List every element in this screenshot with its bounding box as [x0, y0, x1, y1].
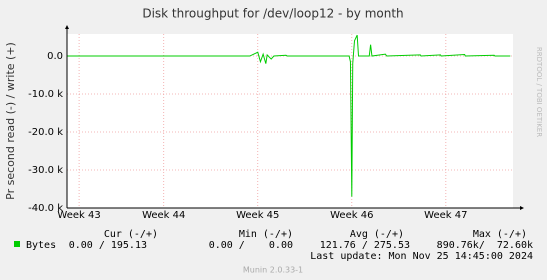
legend-value: 121.76 / 275.53	[320, 240, 410, 251]
x-axis-arrow	[520, 206, 524, 210]
x-tick-label: Week 46	[330, 210, 373, 221]
side-text: RRDTOOL / TOBI OETIKER	[535, 47, 543, 137]
x-tick-label: Week 43	[57, 210, 100, 221]
y-tick-label: -40.0 k	[28, 203, 63, 214]
y-tick-label: -10.0 k	[28, 89, 63, 100]
legend-value: 0.00 / 195.13	[69, 240, 147, 251]
legend-label: Bytes	[26, 240, 56, 251]
last-update: Last update: Mon Nov 25 14:45:00 2024	[310, 251, 533, 262]
legend-swatch	[14, 241, 20, 247]
legend-header: Avg (-/+)	[350, 229, 404, 240]
x-tick-label: Week 47	[424, 210, 467, 221]
footer: Munin 2.0.33-1	[243, 266, 303, 275]
legend-header: Min (-/+)	[239, 229, 293, 240]
legend-value: 890.76k/ 72.60k	[437, 240, 533, 251]
y-tick-label: -20.0 k	[28, 127, 63, 138]
x-tick-label: Week 45	[236, 210, 279, 221]
plot-area	[67, 34, 513, 208]
legend-value: 0.00 / 0.00	[209, 240, 293, 251]
legend-header: Max (-/+)	[473, 229, 527, 240]
y-tick-label: 0.0	[47, 51, 63, 62]
series-line	[67, 34, 511, 197]
y-tick-label: -30.0 k	[28, 165, 63, 176]
legend-header: Cur (-/+)	[104, 229, 158, 240]
y-axis-arrow	[65, 25, 69, 29]
x-tick-label: Week 44	[142, 210, 185, 221]
chart-title: Disk throughput for /dev/loop12 - by mon…	[142, 7, 403, 21]
y-axis-label: Pr second read (-) / write (+)	[4, 42, 17, 200]
